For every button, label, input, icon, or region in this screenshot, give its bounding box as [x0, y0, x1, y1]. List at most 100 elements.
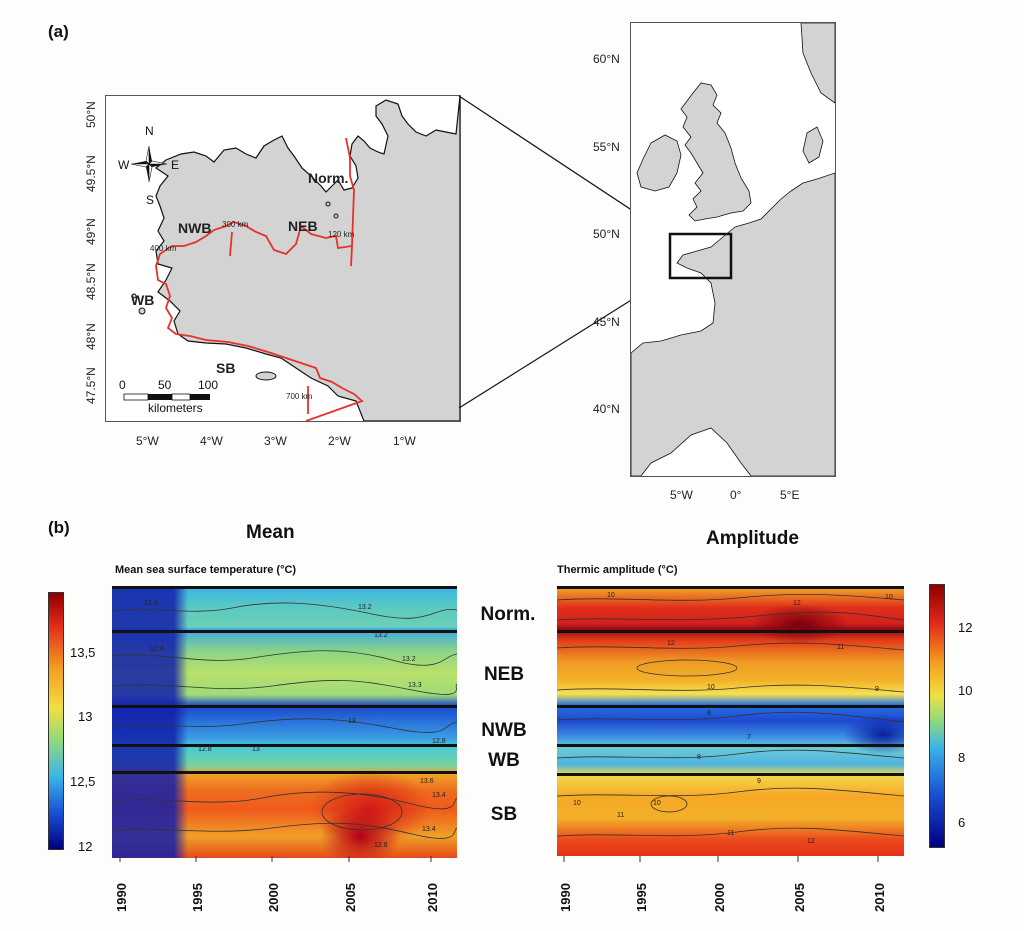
island — [138, 307, 146, 315]
mean-contours — [112, 602, 457, 839]
panel-b-label: (b) — [48, 518, 70, 537]
contour-label: 9 — [757, 778, 761, 785]
brittany-land — [154, 96, 460, 421]
contour-label: 11 — [727, 830, 735, 837]
contour-label: 7 — [747, 734, 751, 741]
mean-year-label: 1995 — [190, 883, 205, 912]
amplitude-colorbar-tick: 6 — [958, 815, 966, 830]
contour-label: 13.4 — [432, 792, 446, 799]
overview-lon-label: 5°W — [670, 488, 693, 502]
nwb-neb-boundary — [229, 231, 233, 257]
continent-land — [631, 172, 835, 476]
neb-norm-boundary — [350, 245, 353, 267]
norway-land — [800, 23, 835, 104]
region-label: WB — [131, 292, 155, 308]
contour-label: 13.3 — [408, 682, 422, 689]
contour-label: 13.2 — [358, 604, 372, 611]
contour-label: 12.4 — [144, 600, 158, 607]
contour-label: 10 — [573, 800, 581, 807]
island — [131, 293, 137, 299]
amplitude-contours — [557, 593, 904, 837]
scale-bar — [123, 393, 210, 401]
great-britain-land — [680, 82, 752, 222]
mean-boundary-line — [112, 771, 457, 774]
inset-map-svg — [123, 96, 460, 421]
overview-lon-label: 0° — [730, 488, 742, 502]
study-area-box — [668, 232, 733, 280]
island — [325, 201, 331, 207]
scale-tick: 100 — [198, 378, 219, 392]
contour-label: 12.8 — [374, 842, 388, 849]
coastal-zone-outline — [155, 137, 364, 421]
overview-map-svg — [631, 23, 835, 476]
contour-label: 10 — [707, 684, 715, 691]
contour-label: 13 — [252, 746, 260, 753]
amp-boundary-line — [557, 630, 904, 633]
overview-lat-label: 40°N — [593, 402, 620, 416]
region-label: Norm. — [308, 170, 349, 186]
region-label: SB — [216, 360, 236, 376]
amp-boundary-line — [557, 705, 904, 708]
compass-s: S — [146, 193, 155, 207]
panel-a-label: (a) — [48, 22, 69, 41]
contour-label: 12 — [793, 600, 801, 607]
amplitude-title: Thermic amplitude (°C) — [557, 564, 678, 576]
compass-n: N — [145, 124, 154, 138]
denmark-land — [802, 126, 824, 164]
mean-colorbar-tick: 12 — [78, 839, 93, 854]
contour-label: 13 — [348, 718, 356, 725]
contour-label: 10 — [653, 800, 661, 807]
region-label: NWB — [178, 220, 212, 236]
mean-year-label: 1990 — [114, 883, 129, 912]
row-label-sb: SB — [490, 804, 518, 825]
amplitude-year-label: 1990 — [558, 883, 573, 912]
inset-lon-label: 2°W — [328, 434, 351, 448]
contour-label: 12 — [667, 640, 675, 647]
mean-year-label: 2000 — [266, 883, 281, 912]
contour-label: 8 — [697, 754, 701, 761]
compass-rose — [130, 145, 168, 183]
row-label-norm: Norm. — [480, 604, 536, 625]
contour-label: 13.2 — [402, 656, 416, 663]
amplitude-colorbar-tick: 8 — [958, 750, 966, 765]
contour-label: 12.4 — [150, 646, 164, 653]
contour-label: 9 — [875, 686, 879, 693]
mean-colorbar-tick: 13,5 — [70, 645, 96, 660]
contour-label: 10 — [885, 594, 893, 601]
contour-label: 8 — [707, 710, 711, 717]
contour-label: 12 — [807, 838, 815, 845]
mean-colorbar-tick: 13 — [78, 709, 93, 724]
inset-connector-lines — [458, 95, 669, 409]
mean-boundary-line — [112, 744, 457, 747]
amplitude-colorbar-tick: 10 — [958, 683, 973, 698]
mean-heading: Mean — [246, 522, 295, 543]
overview-lon-label: 5°E — [780, 488, 800, 502]
contour-label: 10 — [607, 592, 615, 599]
overview-lat-label: 45°N — [593, 315, 620, 329]
distance-mark: 120 km — [328, 230, 355, 239]
contour-label: 13.2 — [374, 632, 388, 639]
row-label-neb: NEB — [483, 664, 525, 685]
scale-tick: 50 — [158, 378, 172, 392]
mean-heatmap: 12.4 12.4 13.2 13.2 13.2 13.3 13 13 12.8… — [112, 586, 457, 858]
compass-w: W — [118, 158, 130, 172]
contour-label: 11 — [837, 644, 845, 651]
contour-label: 12.8 — [432, 738, 446, 745]
region-label: NEB — [288, 218, 318, 234]
scale-unit: kilometers — [148, 401, 203, 415]
inset-lon-label: 5°W — [136, 434, 159, 448]
mean-boundary-line — [112, 630, 457, 633]
mean-colorbar-tick: 12,5 — [70, 774, 96, 789]
contour-label: 12.8 — [198, 746, 212, 753]
ireland-land — [636, 134, 682, 192]
amplitude-year-label: 2000 — [712, 883, 727, 912]
inset-lon-label: 3°W — [264, 434, 287, 448]
overview-lat-label: 60°N — [593, 52, 620, 66]
overview-lat-label: 55°N — [593, 140, 620, 154]
mean-boundary-line — [112, 586, 457, 589]
compass-e: E — [171, 158, 180, 172]
mean-year-label: 2010 — [425, 883, 440, 912]
year-tick-marks — [119, 856, 879, 862]
inset-map: N S E W Norm. NEB NWB WB SB 300 km 400 k… — [105, 95, 461, 422]
amplitude-year-label: 2010 — [872, 883, 887, 912]
